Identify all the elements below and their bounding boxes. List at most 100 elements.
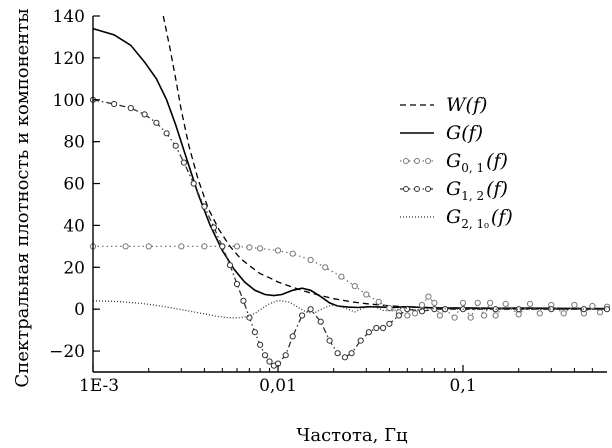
data-point-G01: [474, 299, 481, 306]
data-point-G01: [526, 300, 534, 307]
legend-label: W(f): [446, 94, 487, 116]
data-point-G01: [451, 314, 458, 321]
data-point-G01: [363, 291, 370, 298]
series-line-G12: [92, 99, 607, 367]
data-point-G01: [145, 243, 152, 250]
series-G: [92, 27, 607, 310]
data-point-G12: [226, 262, 234, 269]
data-point-G12: [548, 306, 555, 313]
axes: [92, 16, 607, 373]
data-point-G01: [122, 243, 129, 250]
data-point-G01: [481, 312, 488, 319]
data-point-G12: [326, 337, 333, 344]
data-point-G01: [589, 302, 596, 310]
legend-label: G2, 1₀ (f): [446, 206, 513, 231]
data-point-G01: [502, 300, 509, 307]
data-point-G12: [373, 324, 380, 332]
legend-marker: [403, 158, 409, 164]
series-line-G: [92, 27, 607, 310]
data-point-G01: [289, 250, 296, 257]
data-point-G12: [341, 354, 348, 361]
data-point-G01: [338, 273, 345, 280]
data-point-G12: [282, 352, 289, 359]
x-tick-label: 0,1: [450, 376, 477, 396]
data-point-G12: [418, 308, 426, 315]
data-point-G01: [386, 305, 393, 312]
y-axis-title: Спектральная плотность и компоненты: [12, 8, 33, 387]
data-point-G12: [163, 130, 170, 137]
data-point-G12: [404, 306, 411, 313]
data-point-G12: [127, 105, 134, 112]
data-point-G12: [515, 306, 522, 313]
legend-marker: [425, 158, 431, 164]
y-tick-label: 80: [63, 133, 85, 153]
data-point-G12: [357, 337, 364, 344]
data-point-G12: [261, 352, 269, 359]
data-point-G12: [141, 111, 148, 118]
data-point-G01: [459, 299, 467, 306]
data-point-G01: [411, 310, 419, 317]
legend-item-G: G(f): [400, 122, 483, 144]
data-point-G12: [219, 243, 226, 250]
data-point-G12: [153, 119, 160, 126]
legend-label: G1, 2 (f): [446, 178, 508, 203]
data-point-G12: [365, 329, 372, 336]
legend-item-W: W(f): [400, 94, 487, 116]
x-tick-label: 0,01: [259, 376, 297, 396]
data-point-G01: [515, 311, 522, 318]
legend: W(f) G(f) G0, 1 (f) G1, 2 (f) G2, 1₀ (f): [400, 94, 513, 231]
data-point-G12: [190, 180, 197, 187]
data-point-G12: [348, 350, 355, 357]
data-point-G12: [201, 203, 208, 210]
data-point-G12: [386, 320, 393, 327]
series-line-G21: [92, 299, 607, 319]
data-point-G12: [251, 329, 258, 336]
data-point-G12: [492, 306, 499, 313]
series-G12: [89, 96, 611, 369]
data-point-G12: [180, 159, 187, 166]
x-axis-title: Частота, Гц: [296, 425, 408, 446]
y-tick-label: 120: [53, 49, 85, 69]
plot-area: [89, 15, 611, 369]
x-tick-label: 1E-3: [79, 376, 119, 396]
data-point-G01: [425, 293, 432, 300]
data-point-G12: [172, 142, 179, 149]
series-G01: [89, 243, 611, 321]
data-point-G12: [240, 297, 247, 304]
y-tick-label: −20: [49, 342, 85, 362]
legend-item-G01: G0, 1 (f): [400, 150, 508, 175]
data-point-G12: [266, 358, 273, 365]
data-point-G01: [571, 301, 578, 309]
data-point-G01: [246, 244, 253, 251]
data-point-G01: [257, 245, 264, 252]
data-point-G12: [111, 100, 118, 108]
data-point-G12: [395, 312, 402, 319]
data-point-G12: [257, 341, 264, 348]
data-point-G01: [560, 310, 567, 317]
legend-marker: [425, 186, 431, 192]
y-tick-label: 20: [63, 258, 85, 278]
y-tick-label: 60: [63, 175, 85, 195]
series-G21: [92, 299, 607, 319]
data-point-G12: [299, 312, 306, 319]
data-point-G01: [436, 312, 443, 319]
data-point-G01: [431, 299, 438, 306]
data-point-G01: [467, 314, 474, 321]
data-point-G12: [580, 306, 588, 313]
data-point-G12: [307, 306, 314, 313]
legend-item-G12: G1, 2 (f): [400, 178, 508, 203]
legend-label: G(f): [446, 122, 483, 144]
data-point-G01: [322, 264, 329, 271]
legend-item-G21: G2, 1₀ (f): [400, 206, 513, 231]
data-point-G12: [334, 350, 341, 357]
data-point-G01: [536, 310, 543, 317]
ticks: −20 0 20 40 60 80 100 120 140 1E-3 0,01 0,1: [49, 7, 593, 396]
data-point-G01: [201, 243, 208, 250]
data-point-G12: [317, 318, 324, 325]
data-point-G01: [418, 301, 426, 309]
data-point-G12: [431, 306, 438, 313]
data-point-G01: [233, 243, 241, 250]
data-point-G01: [307, 256, 314, 264]
data-point-G12: [289, 333, 296, 340]
